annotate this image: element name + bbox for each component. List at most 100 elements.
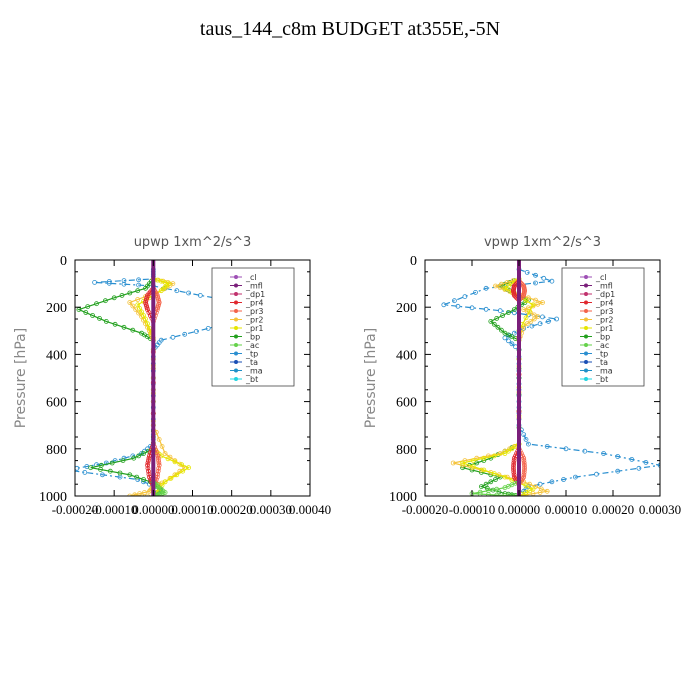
legend-label: _dp1 bbox=[245, 290, 265, 299]
series-marker bbox=[112, 321, 118, 327]
legend-label: _pr2 bbox=[245, 316, 263, 325]
x-tick-label: 0.00040 bbox=[289, 502, 331, 517]
legend-label: _pr1 bbox=[245, 324, 263, 333]
series-marker bbox=[496, 489, 502, 495]
series-marker bbox=[527, 308, 532, 314]
x-tick-label: -0.00020 bbox=[402, 502, 449, 517]
series-marker bbox=[156, 460, 162, 466]
legend-label: _bp bbox=[245, 333, 260, 342]
legend-label: _bt bbox=[595, 375, 608, 384]
series-marker bbox=[155, 455, 161, 461]
series-marker bbox=[121, 281, 127, 287]
legend-marker bbox=[234, 360, 238, 364]
y-tick-label: 200 bbox=[396, 301, 417, 316]
series-marker bbox=[529, 323, 535, 329]
legend-marker bbox=[234, 368, 238, 373]
series-marker bbox=[511, 472, 517, 478]
series-marker bbox=[500, 313, 506, 318]
series-marker bbox=[111, 295, 117, 301]
series-marker bbox=[145, 462, 150, 468]
legend-marker bbox=[234, 275, 238, 279]
series-marker bbox=[505, 448, 511, 454]
legend-label: _ac bbox=[245, 341, 259, 350]
series-marker bbox=[511, 462, 516, 468]
series-marker bbox=[136, 282, 142, 288]
series-marker bbox=[494, 486, 500, 492]
series-marker bbox=[162, 479, 168, 485]
series-marker bbox=[502, 451, 508, 456]
series-marker bbox=[141, 313, 146, 318]
legend-marker bbox=[584, 368, 588, 373]
legend-marker bbox=[584, 326, 588, 330]
series-marker bbox=[511, 465, 516, 471]
series-marker bbox=[523, 436, 529, 442]
legend: _cl_mfl_dp1_pr4_pr3_pr2_pr1_bp_ac_tp_ta_… bbox=[561, 267, 645, 387]
series-marker bbox=[493, 477, 498, 482]
series-marker bbox=[495, 324, 501, 330]
series-marker bbox=[120, 458, 126, 464]
series-marker bbox=[65, 468, 69, 472]
x-tick-label: 0.00030 bbox=[250, 502, 292, 517]
plot-frame bbox=[424, 259, 661, 497]
legend-box bbox=[561, 267, 645, 387]
series-marker bbox=[481, 455, 487, 461]
series-marker bbox=[103, 298, 108, 304]
series-marker bbox=[82, 469, 88, 475]
plot-area bbox=[65, 260, 286, 496]
series-marker bbox=[521, 460, 527, 466]
main-title: taus_144_c8m BUDGET at355E,-5N bbox=[199, 18, 501, 40]
y-tick-label: 600 bbox=[46, 396, 67, 411]
legend-label: _pr4 bbox=[595, 299, 613, 308]
series-marker bbox=[561, 477, 566, 482]
series-marker bbox=[180, 468, 186, 474]
series-marker bbox=[544, 488, 550, 494]
legend-marker bbox=[584, 360, 588, 364]
series-marker bbox=[494, 315, 500, 321]
series-marker bbox=[497, 285, 503, 291]
legend-label: _bt bbox=[245, 375, 258, 384]
series-marker bbox=[523, 483, 529, 489]
legend-label: _pr2 bbox=[595, 316, 613, 325]
series-marker bbox=[168, 475, 174, 481]
legend-marker bbox=[234, 334, 238, 339]
series-marker bbox=[509, 446, 515, 452]
series-marker bbox=[541, 275, 547, 281]
series-marker bbox=[513, 344, 518, 350]
legend-marker bbox=[584, 343, 588, 347]
series-marker bbox=[98, 466, 103, 472]
series-marker bbox=[477, 489, 483, 495]
legend-label: _dp1 bbox=[595, 290, 615, 299]
series-marker bbox=[488, 479, 494, 485]
series-marker bbox=[594, 471, 599, 477]
series-marker bbox=[92, 279, 97, 285]
series-marker bbox=[549, 479, 555, 485]
legend-label: _cl bbox=[245, 273, 257, 282]
series-marker bbox=[165, 456, 171, 462]
legend-label: _ta bbox=[595, 358, 608, 367]
series-marker bbox=[636, 465, 642, 471]
series-marker bbox=[533, 280, 538, 286]
series-marker bbox=[509, 341, 515, 347]
series-marker bbox=[528, 318, 534, 324]
legend-marker bbox=[584, 334, 588, 339]
series-marker bbox=[162, 451, 168, 456]
series-marker bbox=[524, 321, 530, 327]
series-marker bbox=[511, 310, 517, 316]
series-marker bbox=[139, 309, 145, 315]
legend-marker bbox=[584, 300, 588, 305]
series-marker bbox=[527, 488, 532, 494]
series-marker bbox=[523, 298, 529, 304]
legend: _cl_mfl_dp1_pr4_pr3_pr2_pr1_bp_ac_tp_ta_… bbox=[211, 267, 295, 387]
series-marker bbox=[133, 493, 139, 496]
series-marker bbox=[521, 469, 527, 475]
series-marker bbox=[615, 454, 621, 459]
series-marker bbox=[142, 490, 147, 495]
series-marker bbox=[483, 285, 489, 291]
x-tick-label: 0.00030 bbox=[639, 502, 681, 517]
series-marker bbox=[522, 467, 527, 473]
series-marker bbox=[544, 443, 550, 449]
series-marker bbox=[524, 269, 530, 275]
y-tick-label: 0 bbox=[410, 254, 417, 269]
legend-marker bbox=[584, 377, 588, 381]
series-marker bbox=[540, 300, 545, 305]
